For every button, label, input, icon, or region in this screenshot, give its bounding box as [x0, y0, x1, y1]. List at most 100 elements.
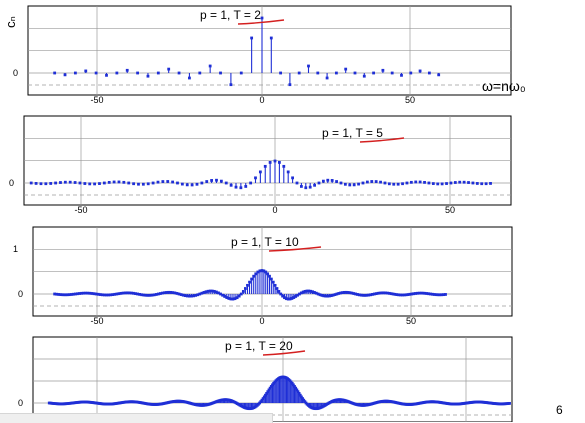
stem-marker	[138, 292, 142, 296]
stem-marker	[196, 293, 200, 297]
stem-marker	[471, 181, 475, 185]
stem-marker	[217, 291, 220, 295]
stem-marker	[367, 293, 371, 297]
stem-marker	[402, 293, 406, 297]
stem-marker	[159, 292, 162, 295]
stem-marker	[269, 385, 273, 388]
stem-marker	[215, 178, 218, 182]
stem-marker	[224, 181, 228, 185]
stem-marker	[365, 180, 369, 184]
stem-marker	[71, 292, 75, 296]
handwritten-underline	[359, 137, 405, 143]
stem-marker	[161, 291, 164, 295]
panel-3: -50 0 50 0 p = 1, T = 10 1	[13, 226, 513, 326]
y-tick-label: 0	[9, 178, 14, 188]
stem-marker	[288, 297, 292, 301]
stem-marker	[98, 293, 102, 296]
stem-marker	[432, 293, 436, 296]
stem-marker	[80, 291, 84, 295]
stem-marker	[380, 291, 384, 295]
stem-marker	[387, 182, 391, 186]
stem-marker	[39, 182, 43, 186]
stem-marker	[111, 293, 115, 297]
stem-marker	[445, 182, 448, 185]
stem-marker	[29, 181, 33, 185]
stem-marker	[317, 181, 321, 185]
stem-marker	[304, 186, 308, 190]
stem-marker	[427, 292, 431, 296]
stem-marker	[61, 293, 65, 297]
stem-marker	[59, 181, 62, 184]
stem-marker	[305, 289, 309, 293]
stem-marker	[73, 292, 77, 296]
x-tick-label: -50	[90, 95, 103, 105]
stem-series	[29, 159, 492, 190]
stem-marker	[208, 64, 212, 68]
stem-marker	[379, 180, 382, 184]
stem-marker	[151, 181, 155, 185]
stem-marker	[341, 291, 344, 294]
stem-marker	[167, 290, 171, 294]
panel-4: 0 p = 1, T = 20	[18, 336, 513, 422]
omega-annotation: ω=nω₀	[482, 78, 526, 94]
stem-marker	[339, 291, 343, 295]
stem-marker	[371, 292, 374, 296]
stem-marker	[44, 182, 48, 186]
panel-title: p = 1, T = 10	[231, 235, 299, 249]
stem-marker	[335, 180, 338, 183]
stem-marker	[239, 71, 243, 75]
stem-marker	[105, 293, 108, 297]
stem-marker	[401, 293, 404, 297]
stem-marker	[117, 180, 121, 184]
stem-marker	[467, 181, 470, 184]
stem-marker	[294, 295, 298, 298]
stem-marker	[205, 180, 209, 183]
plot-frame	[32, 336, 513, 422]
stem-marker	[303, 289, 307, 293]
stem-marker	[295, 388, 299, 392]
stem-marker	[107, 293, 110, 297]
stem-marker	[421, 291, 425, 295]
stem-marker	[307, 64, 310, 68]
stem-marker	[156, 71, 160, 75]
stem-marker	[154, 293, 158, 296]
stem-marker	[277, 290, 281, 293]
stem-marker	[277, 161, 281, 164]
stem-marker	[376, 291, 380, 295]
stem-marker	[406, 293, 410, 296]
stem-marker	[302, 398, 306, 402]
stem-marker	[418, 69, 422, 73]
stem-marker	[283, 296, 286, 300]
stem-marker	[202, 291, 206, 294]
stem-marker	[63, 180, 67, 184]
stem-marker	[370, 180, 374, 183]
stem-marker	[508, 401, 511, 405]
stem-marker	[462, 180, 466, 184]
stem-marker	[76, 292, 79, 296]
stem-marker	[271, 280, 275, 284]
stem-marker	[98, 182, 101, 185]
stem-marker	[179, 293, 183, 296]
stem-marker	[94, 71, 98, 75]
stem-marker	[241, 290, 245, 293]
stem-marker	[239, 292, 243, 296]
stem-marker	[188, 76, 191, 80]
stem-marker	[354, 292, 358, 296]
stem-marker	[458, 180, 462, 184]
stem-marker	[348, 291, 352, 295]
stem-marker	[107, 180, 111, 184]
stem-marker	[78, 292, 81, 295]
page-number: 6	[556, 403, 563, 417]
stem-marker	[489, 182, 492, 185]
stem-marker	[342, 290, 346, 294]
stem-marker	[185, 294, 189, 298]
stem-marker	[378, 291, 382, 295]
stem-marker	[409, 180, 413, 184]
y-top-label: 1	[13, 244, 18, 254]
stem-marker	[273, 159, 277, 163]
stem-marker	[309, 289, 313, 293]
stem-marker	[262, 395, 266, 399]
x-tick-label: 0	[259, 95, 264, 105]
stem-marker	[268, 386, 272, 390]
stem-marker	[423, 180, 426, 184]
